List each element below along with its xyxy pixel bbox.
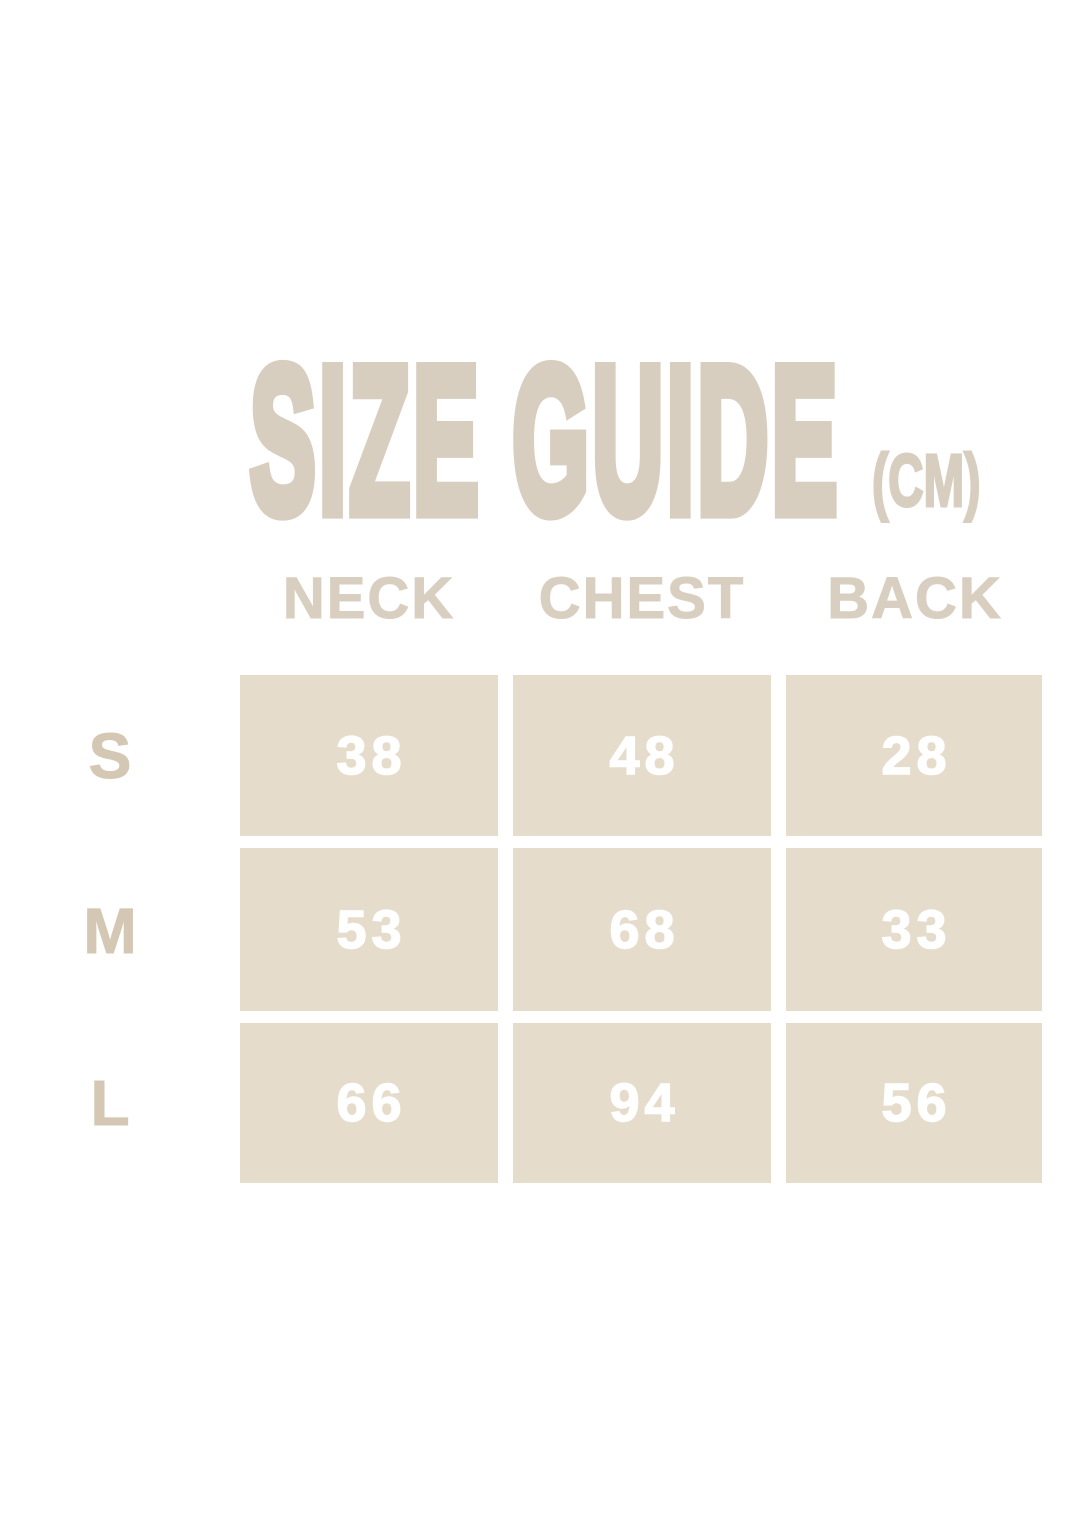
cell-value: 28 [881, 725, 952, 787]
table-cell-l-neck: 66 [240, 1023, 498, 1183]
cell-value: 33 [881, 899, 952, 961]
row-label-s: S [88, 719, 132, 792]
cell-value: 66 [336, 1072, 407, 1134]
row-label-m: M [83, 894, 137, 967]
column-header-neck: NECK [282, 566, 456, 631]
table-cell-l-back: 56 [786, 1023, 1042, 1183]
page-title: SIZE GUIDE [247, 324, 841, 557]
cell-value: 53 [336, 899, 407, 961]
column-header-back: BACK [827, 566, 1003, 631]
table-cell-s-chest: 48 [513, 675, 771, 836]
table-cell-m-chest: 68 [513, 848, 771, 1011]
cell-value: 38 [336, 725, 407, 787]
table-cell-s-neck: 38 [240, 675, 498, 836]
table-cell-s-back: 28 [786, 675, 1042, 836]
cell-value: 48 [609, 725, 680, 787]
table-cell-l-chest: 94 [513, 1023, 771, 1183]
size-table: 38 48 28 53 68 33 66 94 56 [240, 675, 1042, 1183]
unit-label: (CM) [871, 439, 981, 522]
table-cell-m-neck: 53 [240, 848, 498, 1011]
table-cell-m-back: 33 [786, 848, 1042, 1011]
cell-value: 56 [881, 1072, 952, 1134]
row-label-l: L [90, 1067, 130, 1140]
cell-value: 68 [609, 899, 680, 961]
column-header-chest: CHEST [538, 566, 746, 631]
cell-value: 94 [609, 1072, 680, 1134]
